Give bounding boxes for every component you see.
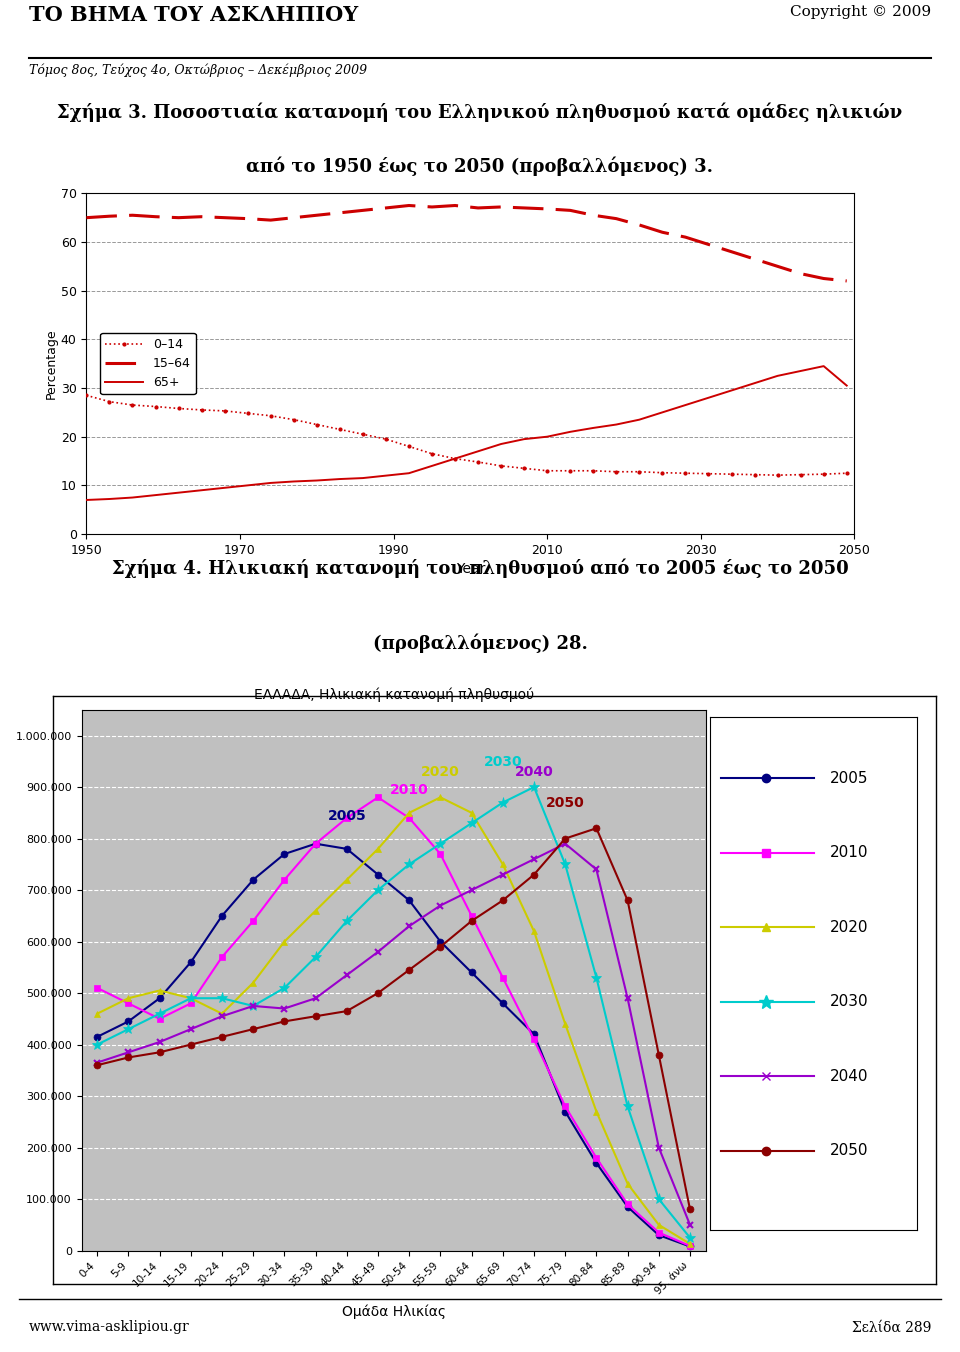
- Text: από το 1950 έως το 2050 (προβαλλόμενος) 3.: από το 1950 έως το 2050 (προβαλλόμενος) …: [247, 157, 713, 177]
- Text: Σχήμα 3. Ποσοστιαία κατανομή του Ελληνικού πληθυσμού κατά ομάδες ηλικιών: Σχήμα 3. Ποσοστιαία κατανομή του Ελληνικ…: [58, 103, 902, 122]
- Text: 2005: 2005: [327, 808, 366, 823]
- Text: 2010: 2010: [830, 845, 869, 860]
- Title: ΕΛΛΑΔΑ, Ηλικιακή κατανομή πληθυσμού: ΕΛΛΑΔΑ, Ηλικιακή κατανομή πληθυσμού: [253, 687, 534, 702]
- Text: 2030: 2030: [484, 754, 522, 769]
- Text: www.vima-asklipiou.gr: www.vima-asklipiou.gr: [29, 1321, 189, 1334]
- Text: 2040: 2040: [830, 1068, 869, 1084]
- Legend: 0–14, 15–64, 65+: 0–14, 15–64, 65+: [101, 333, 196, 395]
- Text: 2010: 2010: [390, 783, 428, 798]
- Text: Τόμος 8ος, Τεύχος 4ο, Οκτώβριος – Δεκέμβριος 2009: Τόμος 8ος, Τεύχος 4ο, Οκτώβριος – Δεκέμβ…: [29, 64, 367, 77]
- Text: 2040: 2040: [515, 765, 553, 779]
- X-axis label: Ομάδα Ηλικίας: Ομάδα Ηλικίας: [342, 1305, 445, 1320]
- Text: ΤΟ ΒΗΜΑ ΤΟΥ ΑΣΚΛΗΠΙΟΥ: ΤΟ ΒΗΜΑ ΤΟΥ ΑΣΚΛΗΠΙΟΥ: [29, 4, 358, 24]
- Text: 2050: 2050: [546, 796, 585, 810]
- Text: 2020: 2020: [830, 919, 869, 934]
- Text: 2020: 2020: [421, 765, 460, 779]
- Text: (προβαλλόμενος) 28.: (προβαλλόμενος) 28.: [372, 633, 588, 653]
- Text: 2030: 2030: [830, 994, 869, 1009]
- Y-axis label: Percentage: Percentage: [45, 329, 58, 399]
- X-axis label: Year: Year: [456, 562, 485, 576]
- Text: 2005: 2005: [830, 771, 869, 786]
- Text: Σελίδα 289: Σελίδα 289: [852, 1321, 931, 1334]
- Text: 2050: 2050: [830, 1144, 869, 1159]
- Text: Σχήμα 4. Ηλικιακή κατανομή του πληθυσμού από το 2005 έως το 2050: Σχήμα 4. Ηλικιακή κατανομή του πληθυσμού…: [111, 558, 849, 579]
- Text: Copyright © 2009: Copyright © 2009: [790, 4, 931, 19]
